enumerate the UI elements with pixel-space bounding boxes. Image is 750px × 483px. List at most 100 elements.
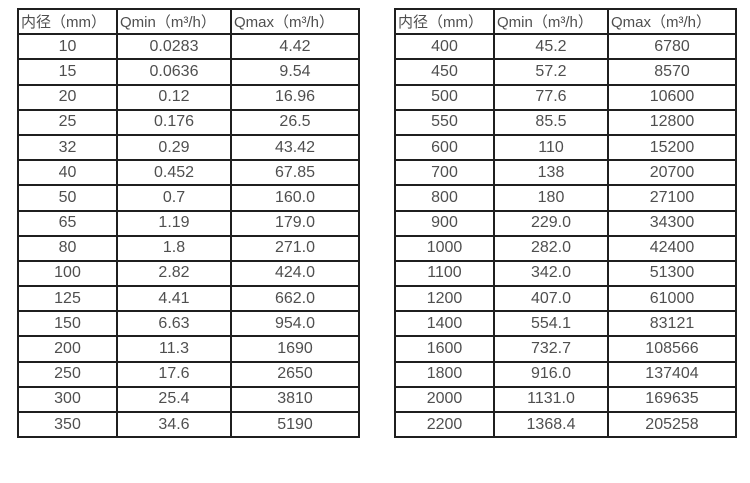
table-row: 900 229.0 34300 <box>394 209 737 237</box>
table-cell: 200 <box>17 335 118 363</box>
table-cell: 1600 <box>394 335 495 363</box>
flow-table-small-diameters: 内径（mm） Qmin（m³/h） Qmax（m³/h） 10 0.0283 4.4… <box>17 7 360 439</box>
table-cell: 26.5 <box>230 108 360 136</box>
table-cell: 0.176 <box>116 108 232 136</box>
table-cell: 1368.4 <box>493 410 609 439</box>
table-cell: 32 <box>17 133 118 162</box>
table-cell: 9.54 <box>230 58 360 86</box>
table-cell: 180 <box>493 184 609 212</box>
header-inner-diameter: 内径（mm） <box>17 7 118 36</box>
table-row: 65 1.19 179.0 <box>17 209 360 237</box>
table-cell: 500 <box>394 83 495 111</box>
table-cell: 0.0283 <box>116 33 232 61</box>
table-row: 1200 407.0 61000 <box>394 285 737 313</box>
table-cell: 65 <box>17 209 118 237</box>
table-cell: 6780 <box>607 33 737 61</box>
table-cell: 8570 <box>607 58 737 86</box>
table-cell: 2200 <box>394 410 495 439</box>
table-cell: 900 <box>394 209 495 237</box>
table-cell: 1200 <box>394 285 495 313</box>
table-cell: 67.85 <box>230 159 360 187</box>
flow-table-large-diameters: 内径（mm） Qmin（m³/h） Qmax（m³/h） 400 45.2 6780… <box>394 7 737 439</box>
table-cell: 15 <box>17 58 118 86</box>
table-cell: 205258 <box>607 410 737 439</box>
table-cell: 554.1 <box>493 310 609 338</box>
table-cell: 424.0 <box>230 259 360 288</box>
table-cell: 45.2 <box>493 33 609 61</box>
table-body: 10 0.0283 4.42 15 0.0636 9.54 20 0.12 16.96 25 0.1… <box>17 33 360 439</box>
table-cell: 954.0 <box>230 310 360 338</box>
table-header-row: 内径（mm） Qmin（m³/h） Qmax（m³/h） <box>17 7 360 36</box>
table-row: 200 11.3 1690 <box>17 335 360 363</box>
table-row: 350 34.6 5190 <box>17 410 360 439</box>
table-header-row: 内径（mm） Qmin（m³/h） Qmax（m³/h） <box>394 7 737 36</box>
table-cell: 1100 <box>394 259 495 288</box>
table-cell: 271.0 <box>230 234 360 262</box>
table-cell: 916.0 <box>493 360 609 388</box>
table-cell: 700 <box>394 159 495 187</box>
table-row: 125 4.41 662.0 <box>17 285 360 313</box>
table-cell: 450 <box>394 58 495 86</box>
table-row: 1400 554.1 83121 <box>394 310 737 338</box>
table-cell: 1131.0 <box>493 385 609 414</box>
table-cell: 732.7 <box>493 335 609 363</box>
table-row: 50 0.7 160.0 <box>17 184 360 212</box>
table-cell: 550 <box>394 108 495 136</box>
table-cell: 12800 <box>607 108 737 136</box>
table-row: 250 17.6 2650 <box>17 360 360 388</box>
table-cell: 342.0 <box>493 259 609 288</box>
table-cell: 1.19 <box>116 209 232 237</box>
table-row: 400 45.2 6780 <box>394 33 737 61</box>
table-cell: 662.0 <box>230 285 360 313</box>
header-qmax: Qmax（m³/h） <box>230 7 360 36</box>
table-cell: 25 <box>17 108 118 136</box>
table-row: 25 0.176 26.5 <box>17 108 360 136</box>
table-cell: 2000 <box>394 385 495 414</box>
flow-spec-tables: 内径（mm） Qmin（m³/h） Qmax（m³/h） 10 0.0283 4.4… <box>17 7 737 439</box>
table-cell: 42400 <box>607 234 737 262</box>
table-row: 500 77.6 10600 <box>394 83 737 111</box>
table-row: 450 57.2 8570 <box>394 58 737 86</box>
table-cell: 16.96 <box>230 83 360 111</box>
table-cell: 4.41 <box>116 285 232 313</box>
table-row: 20 0.12 16.96 <box>17 83 360 111</box>
table-row: 2200 1368.4 205258 <box>394 410 737 439</box>
table-cell: 80 <box>17 234 118 262</box>
table-cell: 800 <box>394 184 495 212</box>
table-cell: 138 <box>493 159 609 187</box>
table-cell: 125 <box>17 285 118 313</box>
table-cell: 51300 <box>607 259 737 288</box>
table-cell: 20 <box>17 83 118 111</box>
header-qmin: Qmin（m³/h） <box>493 7 609 36</box>
table-cell: 6.63 <box>116 310 232 338</box>
header-inner-diameter: 内径（mm） <box>394 7 495 36</box>
table-cell: 15200 <box>607 133 737 162</box>
table-cell: 108566 <box>607 335 737 363</box>
table-row: 32 0.29 43.42 <box>17 133 360 162</box>
table-row: 550 85.5 12800 <box>394 108 737 136</box>
table-cell: 11.3 <box>116 335 232 363</box>
table-cell: 57.2 <box>493 58 609 86</box>
table-row: 15 0.0636 9.54 <box>17 58 360 86</box>
table-row: 150 6.63 954.0 <box>17 310 360 338</box>
table-cell: 10 <box>17 33 118 61</box>
table-cell: 229.0 <box>493 209 609 237</box>
table-cell: 17.6 <box>116 360 232 388</box>
table-cell: 1690 <box>230 335 360 363</box>
table-cell: 77.6 <box>493 83 609 111</box>
table-cell: 137404 <box>607 360 737 388</box>
table-cell: 2650 <box>230 360 360 388</box>
table-cell: 300 <box>17 385 118 414</box>
table-cell: 100 <box>17 259 118 288</box>
table-cell: 250 <box>17 360 118 388</box>
table-cell: 10600 <box>607 83 737 111</box>
table-row: 800 180 27100 <box>394 184 737 212</box>
table-cell: 0.0636 <box>116 58 232 86</box>
table-cell: 27100 <box>607 184 737 212</box>
table-cell: 34.6 <box>116 410 232 439</box>
table-cell: 150 <box>17 310 118 338</box>
table-cell: 50 <box>17 184 118 212</box>
table-row: 40 0.452 67.85 <box>17 159 360 187</box>
table-cell: 350 <box>17 410 118 439</box>
table-cell: 1.8 <box>116 234 232 262</box>
